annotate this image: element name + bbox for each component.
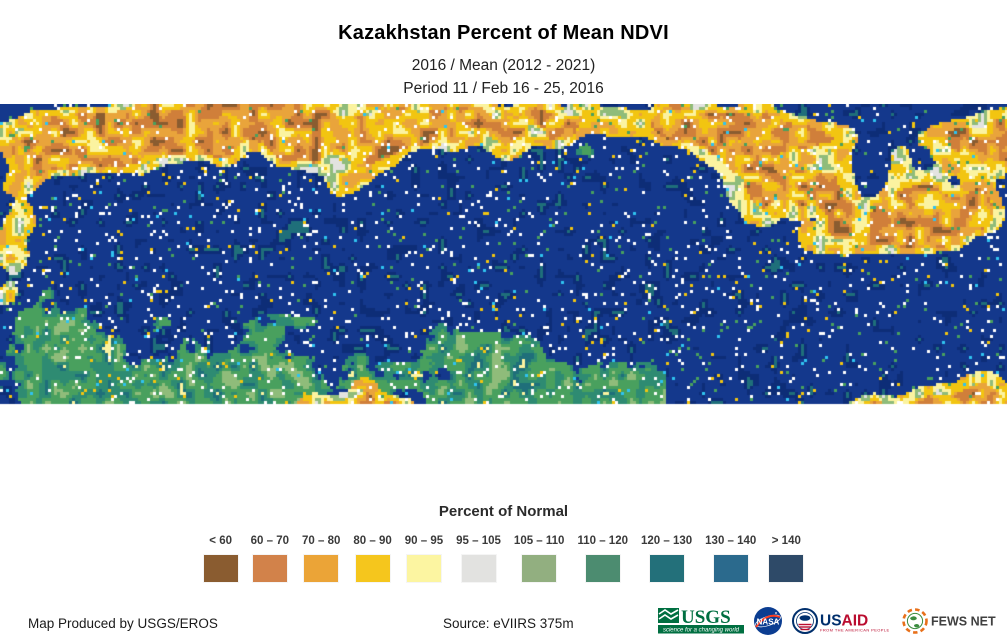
legend-swatch (354, 554, 391, 583)
legend-item: > 140 (768, 535, 805, 583)
fewsnet-label: FEWS NET (931, 615, 996, 629)
partner-logos: USGS science for a changing world NASA (658, 605, 999, 637)
credit-text: Map Produced by USGS/EROS (28, 616, 218, 631)
legend-swatch (584, 554, 621, 583)
usaid-label-us: US (820, 613, 842, 630)
legend-class-label: 95 – 105 (456, 535, 501, 547)
legend-item: 105 – 110 (513, 535, 565, 583)
subtitle-comparison: 2016 / Mean (2012 - 2021) (411, 57, 596, 74)
legend-class-label: 120 – 130 (640, 535, 693, 547)
fewsnet-logo-icon: FEWS NET (902, 608, 996, 634)
legend-swatch (712, 554, 749, 583)
nasa-label: NASA (757, 618, 780, 627)
source-text: Source: eVIIRS 375m (443, 616, 574, 631)
legend-class-label: 105 – 110 (513, 535, 565, 547)
legend-class-label: 130 – 140 (705, 535, 757, 547)
legend-swatch (251, 554, 288, 583)
legend-items: < 60 60 – 70 70 – 80 80 – 90 90 – 95 95 – 105… (0, 535, 1007, 583)
legend-item: 130 – 140 (705, 535, 757, 583)
usaid-tagline: FROM THE AMERICAN PEOPLE (820, 628, 890, 633)
header: Kazakhstan Percent of Mean NDVI 2016 / M… (0, 0, 1007, 100)
legend-item: 60 – 70 (250, 535, 290, 583)
legend-swatch (405, 554, 442, 583)
svg-text:USAID: USAID (820, 613, 868, 630)
legend-item: < 60 (202, 535, 239, 583)
nasa-logo-icon: NASA (754, 607, 782, 635)
legend-item: 80 – 90 (353, 535, 392, 583)
legend-item: 90 – 95 (404, 535, 444, 583)
legend-title: Percent of Normal (438, 503, 569, 520)
legend-class-label: 70 – 80 (302, 535, 341, 547)
legend-swatch (303, 554, 340, 583)
usaid-label-aid: AID (842, 613, 869, 630)
legend-item: 120 – 130 (640, 535, 693, 583)
legend-swatch (521, 554, 558, 583)
usgs-label: USGS (681, 607, 731, 628)
legend-item: 70 – 80 (302, 535, 341, 583)
legend-class-label: < 60 (209, 535, 232, 547)
usgs-logo-icon: USGS science for a changing world (658, 607, 744, 634)
legend-swatch (768, 554, 805, 583)
legend-class-label: > 140 (771, 535, 801, 547)
usaid-logo-icon: USAID FROM THE AMERICAN PEOPLE (792, 608, 890, 634)
usgs-tagline: science for a changing world (663, 628, 740, 634)
legend-swatch (460, 554, 497, 583)
subtitle-period: Period 11 / Feb 16 - 25, 2016 (403, 80, 604, 97)
legend-class-label: 110 – 120 (577, 535, 628, 547)
legend-class-label: 80 – 90 (353, 535, 392, 547)
legend-swatch (202, 554, 239, 583)
legend-item: 110 – 120 (577, 535, 628, 583)
legend-class-label: 60 – 70 (250, 535, 290, 547)
ndvi-raster-map (0, 104, 1007, 487)
legend-class-label: 90 – 95 (404, 535, 444, 547)
legend: Percent of Normal < 60 60 – 70 70 – 80 80 –… (0, 503, 1007, 583)
footer: Map Produced by USGS/EROS Source: eVIIRS… (0, 599, 1007, 643)
page-title: Kazakhstan Percent of Mean NDVI (338, 22, 669, 44)
legend-item: 95 – 105 (456, 535, 501, 583)
legend-swatch (648, 554, 685, 583)
